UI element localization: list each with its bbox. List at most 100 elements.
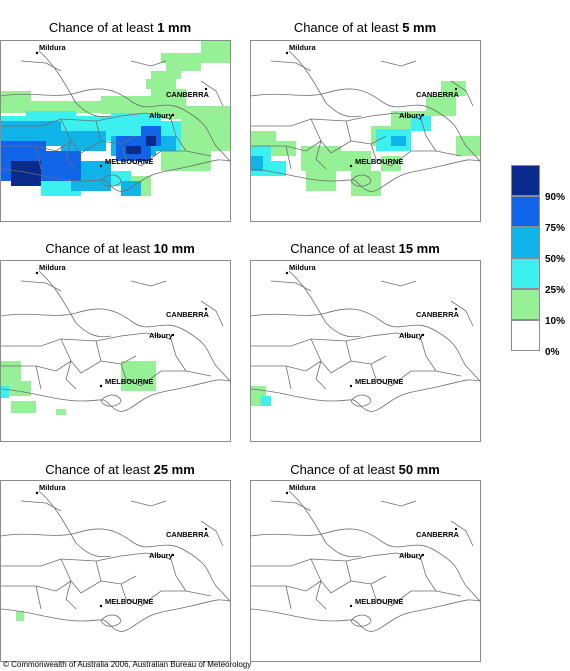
map-boundary-line: [95, 560, 137, 585]
map-boundary-line: [370, 143, 392, 167]
map-boundary-line: [390, 150, 462, 167]
rain-probability-cell: [1, 386, 9, 398]
map-panel-1mm: Mildura CANBERRA Albury MELBOURNE: [0, 40, 231, 222]
rain-probability-cell: [381, 156, 401, 171]
rain-probability-cell: [1, 361, 21, 381]
city-label-canberra: CANBERRA: [416, 530, 460, 539]
city-marker-albury: [421, 333, 425, 337]
city-label-albury: Albury: [399, 551, 424, 560]
rain-probability-cell: [61, 131, 106, 151]
city-label-mildura: Mildura: [39, 263, 66, 272]
city-marker-canberra: [204, 87, 208, 91]
legend-swatch-75: [511, 196, 540, 227]
city-label-albury: Albury: [399, 331, 424, 340]
legend-tick-0: 0%: [545, 347, 560, 358]
city-label-mildura: Mildura: [289, 483, 316, 492]
map-svg-15mm: Mildura CANBERRA Albury MELBOURNE: [251, 263, 480, 412]
map-svg-1mm: Mildura CANBERRA Albury MELBOURNE: [1, 41, 230, 196]
city-marker-mildura: [35, 491, 39, 495]
map-panel-10mm: Mildura CANBERRA Albury MELBOURNE: [0, 260, 231, 442]
map-boundary-line: [1, 379, 230, 412]
map-boundary-line: [270, 60, 312, 72]
panel-title-1mm: Chance of at least 1 mm: [48, 20, 192, 35]
map-boundary-line: [310, 118, 327, 170]
city-marker-melbourne: [99, 164, 103, 168]
map-boundary-line: [251, 159, 480, 192]
map-boundary-line: [170, 558, 187, 592]
city-label-albury: Albury: [149, 551, 174, 560]
map-boundary-line: [120, 143, 142, 167]
rain-probability-cell: [146, 136, 156, 146]
map-boundary-line: [251, 360, 322, 372]
rain-probability-cell: [261, 396, 271, 406]
city-marker-canberra: [454, 87, 458, 91]
legend-swatch-50: [511, 227, 540, 258]
map-boundary-line: [60, 338, 77, 390]
map-svg-10mm: Mildura CANBERRA Albury MELBOURNE: [1, 263, 230, 415]
map-boundary-line: [1, 552, 172, 567]
city-marker-albury: [421, 553, 425, 557]
map-boundary-line: [170, 118, 187, 152]
map-boundary-line: [1, 528, 230, 602]
map-boundary-line: [370, 583, 392, 607]
city-label-melbourne: MELBOURNE: [355, 597, 403, 606]
map-boundary-line: [140, 150, 212, 167]
city-marker-mildura: [285, 271, 289, 275]
map-boundary-line: [380, 500, 417, 507]
panel-title-5mm: Chance of at least 5 mm: [293, 20, 437, 35]
city-label-melbourne: MELBOURNE: [355, 157, 403, 166]
map-boundary-line: [1, 140, 72, 152]
city-label-canberra: CANBERRA: [166, 90, 210, 99]
map-boundary-line: [1, 159, 230, 192]
legend-tick-50: 50%: [545, 254, 566, 265]
map-boundary-line: [390, 590, 462, 607]
map-panel-50mm: Mildura CANBERRA Albury MELBOURNE: [250, 480, 481, 662]
city-label-albury: Albury: [399, 111, 424, 120]
map-boundary-line: [370, 363, 392, 387]
map-boundary-line: [251, 599, 480, 632]
map-boundary-line: [1, 580, 72, 592]
rain-probability-cell: [441, 81, 466, 96]
map-panel-25mm: Mildura CANBERRA Albury MELBOURNE: [0, 480, 231, 662]
rain-probability-cell: [151, 71, 181, 79]
map-boundary-line: [75, 102, 112, 118]
map-panel-5mm: Mildura CANBERRA Albury MELBOURNE: [250, 40, 481, 222]
panel-title-15mm: Chance of at least 15 mm: [290, 241, 440, 256]
city-label-mildura: Mildura: [39, 483, 66, 492]
map-boundary-line: [251, 140, 322, 152]
rain-probability-cell: [456, 136, 480, 156]
map-boundary-line: [38, 50, 77, 104]
rain-probability-cell: [251, 156, 263, 171]
rain-probability-cell: [411, 116, 431, 131]
city-marker-mildura: [35, 271, 39, 275]
map-boundary-line: [288, 490, 327, 544]
map-boundary-line: [285, 145, 292, 170]
city-marker-melbourne: [349, 164, 353, 168]
map-boundary-line: [270, 280, 312, 292]
map-boundary-line: [310, 558, 327, 610]
map-boundary-line: [350, 394, 372, 407]
map-boundary-line: [380, 60, 417, 67]
rain-probability-cell: [301, 146, 341, 171]
legend-swatch-0: [511, 320, 540, 351]
map-boundary-line: [285, 585, 292, 610]
rain-probability-cell: [181, 106, 230, 151]
map-boundary-line: [325, 322, 362, 338]
rain-probability-cell: [166, 63, 201, 71]
city-marker-canberra: [204, 527, 208, 531]
map-boundary-line: [390, 370, 462, 387]
map-boundary-line: [60, 558, 77, 610]
map-boundary-line: [70, 360, 102, 374]
city-label-melbourne: MELBOURNE: [355, 377, 403, 386]
map-boundary-line: [120, 363, 142, 387]
map-boundary-line: [325, 102, 362, 118]
city-label-mildura: Mildura: [289, 43, 316, 52]
legend-swatch-25: [511, 258, 540, 289]
rain-probability-cell: [126, 146, 141, 154]
map-boundary-line: [320, 140, 352, 154]
map-boundary-line: [100, 614, 122, 627]
map-boundary-line: [285, 365, 292, 390]
map-boundary-line: [35, 365, 42, 390]
map-boundary-line: [60, 118, 77, 170]
city-label-albury: Albury: [149, 331, 174, 340]
